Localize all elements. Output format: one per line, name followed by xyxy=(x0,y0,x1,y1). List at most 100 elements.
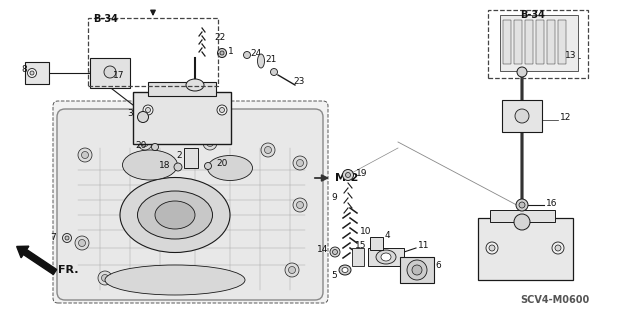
Bar xyxy=(400,257,434,283)
Text: 20: 20 xyxy=(216,160,227,168)
Ellipse shape xyxy=(339,265,351,275)
Ellipse shape xyxy=(261,143,275,157)
Bar xyxy=(525,20,533,64)
Ellipse shape xyxy=(218,275,232,289)
Ellipse shape xyxy=(122,150,177,180)
Text: FR.: FR. xyxy=(58,265,79,275)
Ellipse shape xyxy=(105,265,245,295)
Ellipse shape xyxy=(333,249,337,255)
Ellipse shape xyxy=(104,66,116,78)
Ellipse shape xyxy=(555,245,561,251)
Ellipse shape xyxy=(218,48,227,57)
Text: 14: 14 xyxy=(317,246,328,255)
Ellipse shape xyxy=(296,202,303,209)
Text: SCV4-M0600: SCV4-M0600 xyxy=(520,295,589,305)
Ellipse shape xyxy=(155,201,195,229)
Ellipse shape xyxy=(141,139,148,146)
Bar xyxy=(90,58,130,88)
Bar xyxy=(478,218,573,280)
Bar xyxy=(352,248,364,266)
Ellipse shape xyxy=(81,152,88,159)
Ellipse shape xyxy=(257,54,264,68)
Ellipse shape xyxy=(28,69,36,78)
Text: 18: 18 xyxy=(159,160,170,169)
Bar xyxy=(133,92,231,144)
Ellipse shape xyxy=(65,236,69,240)
Text: 3: 3 xyxy=(127,109,133,118)
Ellipse shape xyxy=(145,108,150,113)
Text: B-34: B-34 xyxy=(93,14,118,24)
Ellipse shape xyxy=(296,160,303,167)
Ellipse shape xyxy=(271,69,278,76)
Text: 11: 11 xyxy=(418,241,429,250)
Text: 10: 10 xyxy=(360,227,371,236)
Ellipse shape xyxy=(519,202,525,208)
Text: 5: 5 xyxy=(332,271,337,279)
Text: 7: 7 xyxy=(51,234,56,242)
Text: 9: 9 xyxy=(332,194,337,203)
Ellipse shape xyxy=(205,162,211,169)
Text: 19: 19 xyxy=(356,168,367,177)
Text: 13: 13 xyxy=(565,51,577,61)
Bar xyxy=(148,82,216,96)
Ellipse shape xyxy=(552,242,564,254)
Ellipse shape xyxy=(342,268,348,272)
Ellipse shape xyxy=(78,148,92,162)
Text: 15: 15 xyxy=(355,241,367,249)
Text: 1: 1 xyxy=(228,48,234,56)
Text: 17: 17 xyxy=(113,71,125,80)
Ellipse shape xyxy=(407,260,427,280)
FancyBboxPatch shape xyxy=(57,109,323,300)
Ellipse shape xyxy=(346,173,351,177)
Ellipse shape xyxy=(98,271,112,285)
Ellipse shape xyxy=(186,79,204,91)
Bar xyxy=(88,18,218,86)
Ellipse shape xyxy=(152,144,159,151)
Ellipse shape xyxy=(30,71,34,75)
Ellipse shape xyxy=(203,136,217,150)
Bar xyxy=(558,20,566,64)
Ellipse shape xyxy=(412,265,422,275)
Text: 22: 22 xyxy=(214,33,225,41)
Ellipse shape xyxy=(515,109,529,123)
Text: 2: 2 xyxy=(177,151,182,160)
FancyBboxPatch shape xyxy=(53,101,328,303)
Ellipse shape xyxy=(143,105,153,115)
Ellipse shape xyxy=(174,163,182,171)
Ellipse shape xyxy=(63,234,72,242)
Ellipse shape xyxy=(102,275,109,281)
Ellipse shape xyxy=(264,146,271,153)
Text: 20: 20 xyxy=(136,140,147,150)
Ellipse shape xyxy=(243,51,250,58)
Ellipse shape xyxy=(376,250,396,264)
Ellipse shape xyxy=(220,51,224,55)
Text: 12: 12 xyxy=(560,114,572,122)
Text: 23: 23 xyxy=(293,77,305,85)
Ellipse shape xyxy=(138,112,148,122)
Ellipse shape xyxy=(138,136,152,150)
Ellipse shape xyxy=(285,263,299,277)
Ellipse shape xyxy=(207,139,214,146)
Text: 4: 4 xyxy=(385,231,390,240)
Ellipse shape xyxy=(79,240,86,247)
Ellipse shape xyxy=(220,108,225,113)
Ellipse shape xyxy=(75,236,89,250)
Ellipse shape xyxy=(138,191,212,239)
Bar xyxy=(184,148,198,168)
Bar xyxy=(488,10,588,78)
Bar xyxy=(25,62,49,84)
Text: B-34: B-34 xyxy=(520,10,545,20)
Text: 8: 8 xyxy=(21,65,27,75)
Text: 16: 16 xyxy=(546,198,557,207)
Bar xyxy=(536,20,544,64)
Ellipse shape xyxy=(217,105,227,115)
Ellipse shape xyxy=(293,198,307,212)
Bar xyxy=(514,20,522,64)
Text: 24: 24 xyxy=(250,48,261,57)
Ellipse shape xyxy=(517,67,527,77)
Bar xyxy=(368,248,404,266)
Bar xyxy=(502,100,542,132)
Ellipse shape xyxy=(289,266,296,273)
Ellipse shape xyxy=(381,253,391,261)
Text: M-2: M-2 xyxy=(335,173,358,183)
